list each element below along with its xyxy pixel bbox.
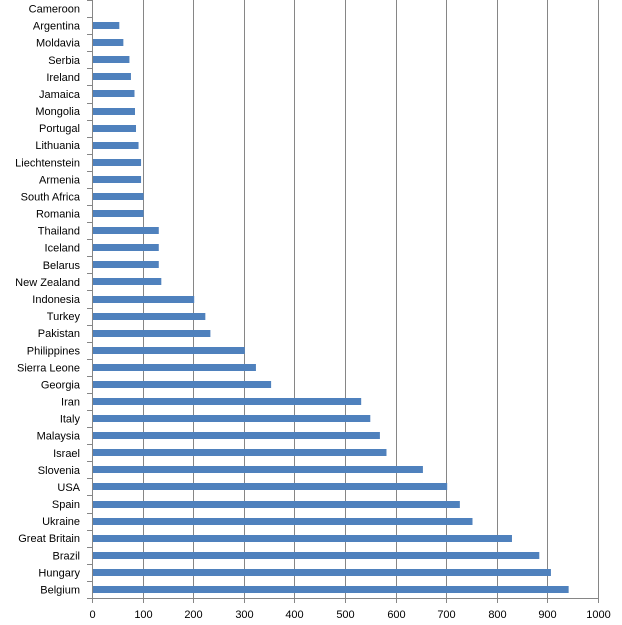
category-label-belarus: Belarus [43, 260, 81, 272]
bar-belarus [93, 261, 159, 268]
bar-new-zealand [93, 278, 162, 285]
category-label-liechtenstein: Liechtenstein [15, 157, 80, 169]
bar-mongolia [93, 108, 135, 115]
category-label-iran: Iran [61, 397, 80, 409]
category-label-spain: Spain [52, 499, 80, 511]
bar-philippines [93, 347, 245, 354]
bar-ireland [93, 73, 131, 80]
category-label-serbia: Serbia [48, 55, 81, 67]
x-tick-label-200: 200 [184, 609, 202, 621]
bar-jamaica [93, 90, 135, 97]
bar-hungary [93, 569, 551, 576]
category-label-hungary: Hungary [38, 567, 80, 579]
category-label-thailand: Thailand [38, 226, 80, 238]
x-tick-label-100: 100 [134, 609, 152, 621]
bar-portugal [93, 125, 137, 132]
bar-argentina [93, 22, 120, 29]
category-label-great-britain: Great Britain [18, 533, 80, 545]
category-label-romania: Romania [36, 209, 81, 221]
x-tick-label-300: 300 [235, 609, 253, 621]
bar-south-africa [93, 193, 144, 200]
bar-malaysia [93, 432, 380, 439]
x-tick-label-1000: 1000 [586, 609, 610, 621]
bar-ukraine [93, 518, 473, 525]
x-tick-label-500: 500 [336, 609, 354, 621]
bars [93, 22, 569, 593]
category-label-brazil: Brazil [52, 550, 80, 562]
category-label-south-africa: South Africa [21, 191, 81, 203]
bar-moldavia [93, 39, 124, 46]
bar-serbia [93, 56, 130, 63]
bar-iran [93, 398, 362, 405]
axes [87, 0, 599, 603]
category-label-georgia: Georgia [41, 379, 81, 391]
x-tick-label-400: 400 [285, 609, 303, 621]
category-label-jamaica: Jamaica [39, 89, 81, 101]
bar-georgia [93, 381, 272, 388]
category-label-cameroon: Cameroon [29, 4, 80, 16]
category-label-new-zealand: New Zealand [15, 277, 80, 289]
bar-spain [93, 501, 460, 508]
grid-lines [143, 0, 599, 598]
bar-brazil [93, 552, 540, 559]
category-labels: Cameroon Argentina Moldavia Serbia Ireland Ja… [15, 4, 81, 597]
category-label-malaysia: Malaysia [37, 431, 81, 443]
bar-iceland [93, 244, 159, 251]
category-label-sierra-leone: Sierra Leone [17, 362, 80, 374]
category-label-portugal: Portugal [39, 123, 80, 135]
bar-lithuania [93, 142, 139, 149]
category-label-ukraine: Ukraine [42, 516, 80, 528]
bar-slovenia [93, 466, 423, 473]
category-label-philippines: Philippines [27, 345, 81, 357]
category-label-belgium: Belgium [40, 584, 80, 596]
tick-labels: 0 100 200 300 400 500 600 700 800 900 1000 [89, 609, 610, 621]
x-tick-label-900: 900 [538, 609, 556, 621]
category-label-moldavia: Moldavia [36, 38, 81, 50]
category-label-iceland: Iceland [45, 243, 80, 255]
x-tick-label-700: 700 [437, 609, 455, 621]
bar-indonesia [93, 296, 195, 303]
bar-turkey [93, 313, 206, 320]
bar-italy [93, 415, 371, 422]
category-label-mongolia: Mongolia [35, 106, 81, 118]
bar-thailand [93, 227, 159, 234]
category-label-ireland: Ireland [46, 72, 80, 84]
category-label-armenia: Armenia [39, 174, 81, 186]
category-label-indonesia: Indonesia [32, 294, 81, 306]
bar-romania [93, 210, 144, 217]
category-label-pakistan: Pakistan [38, 328, 80, 340]
bar-armenia [93, 176, 142, 183]
x-tick-label-800: 800 [488, 609, 506, 621]
category-label-lithuania: Lithuania [35, 140, 81, 152]
category-label-usa: USA [57, 482, 80, 494]
category-label-slovenia: Slovenia [38, 465, 81, 477]
bar-great-britain [93, 535, 512, 542]
x-tick-label-600: 600 [387, 609, 405, 621]
bar-pakistan [93, 330, 211, 337]
bar-sierra-leone [93, 364, 256, 371]
category-label-israel: Israel [53, 448, 80, 460]
x-tick-label-0: 0 [89, 609, 95, 621]
category-label-italy: Italy [60, 414, 81, 426]
category-label-argentina: Argentina [33, 21, 81, 33]
bar-liechtenstein [93, 159, 142, 166]
bar-usa [93, 483, 448, 490]
bar-belgium [93, 586, 569, 593]
bar-israel [93, 449, 387, 456]
category-label-turkey: Turkey [47, 311, 81, 323]
